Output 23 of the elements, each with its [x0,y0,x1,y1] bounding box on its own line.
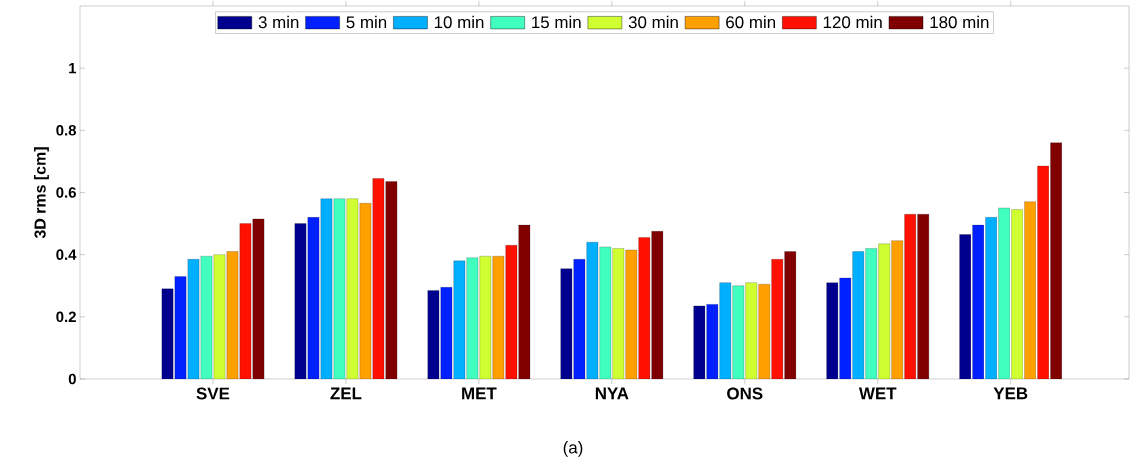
y-tick-label: 1 [69,63,77,74]
legend-label: 120 min [823,15,882,29]
y-tick-label: 0.8 [56,125,77,136]
x-tick-label: ONS [727,387,763,400]
x-tick-label: ZEL [330,387,362,400]
y-tick-label: 0.2 [56,311,76,323]
x-tick-label: YEB [993,387,1028,400]
y-tick-label: 0 [68,373,76,385]
legend-label: 180 min [930,15,989,29]
x-tick-label: SVE [196,387,230,400]
y-tick-label: 0.6 [56,187,76,198]
y-tick-label: 0.4 [56,249,77,260]
legend-label: 3 min [258,15,299,29]
legend-label: 30 min [628,15,678,29]
x-tick-label: NYA [595,387,629,400]
y-axis-title: 3D rms [cm] [34,147,49,239]
legend-label: 60 min [726,15,776,29]
legend-label: 5 min [346,15,387,29]
x-tick-label: WET [858,387,897,400]
x-tick-label: MET [462,387,497,400]
legend-label: 10 min [434,15,484,29]
legend-label: 15 min [532,15,581,29]
text: (a) [563,441,583,457]
